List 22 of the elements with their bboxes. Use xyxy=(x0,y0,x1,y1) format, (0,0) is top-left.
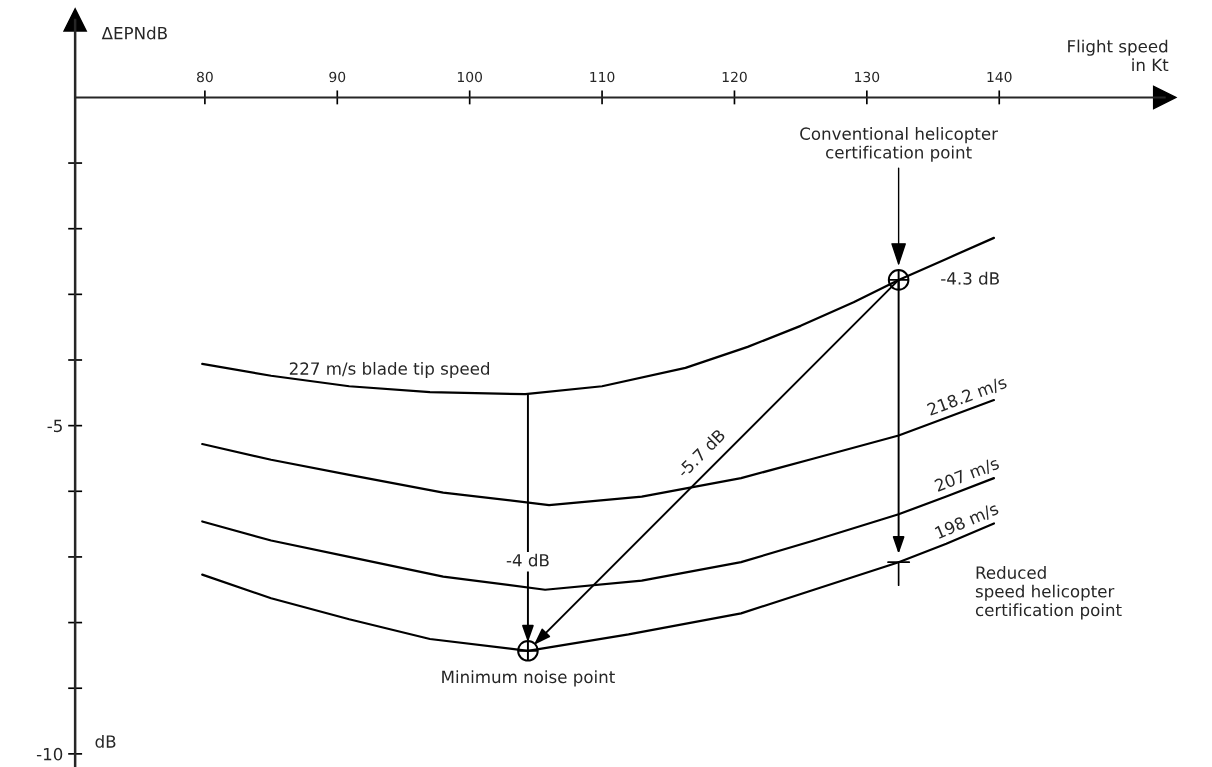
y-tick-label: -5 xyxy=(47,419,62,433)
annotation: Minimum noise point xyxy=(442,670,615,687)
text: 198 m/s xyxy=(934,501,1000,541)
text: 207 m/s xyxy=(934,456,1001,494)
annotation: Conventional helicopter certification point xyxy=(800,127,999,162)
y-tick-label: -10 xyxy=(36,747,63,761)
x-tick-label: 90 xyxy=(329,71,346,83)
y-axis-title: ΔEPNdB xyxy=(101,26,167,40)
annotation: dB xyxy=(95,734,116,748)
annotation: -5.7 dB xyxy=(675,428,726,479)
annotation: -4 dB xyxy=(506,553,549,567)
annotation: Reduced speed helicopter certification point xyxy=(975,566,1122,620)
x-tick-label: 100 xyxy=(457,71,483,83)
x-tick-label: 110 xyxy=(590,71,615,83)
x-axis-title: Flight speed in Kt xyxy=(1068,39,1169,71)
annotation: -4.3 dB xyxy=(941,271,999,285)
x-tick-label: 130 xyxy=(855,71,880,83)
x-tick-label: 80 xyxy=(196,71,213,83)
x-tick-label: 140 xyxy=(987,71,1012,83)
series-label: 227 m/s blade tip speed xyxy=(289,361,489,379)
x-tick-label: 120 xyxy=(722,71,747,83)
text: 218.2 m/s xyxy=(926,375,1008,418)
